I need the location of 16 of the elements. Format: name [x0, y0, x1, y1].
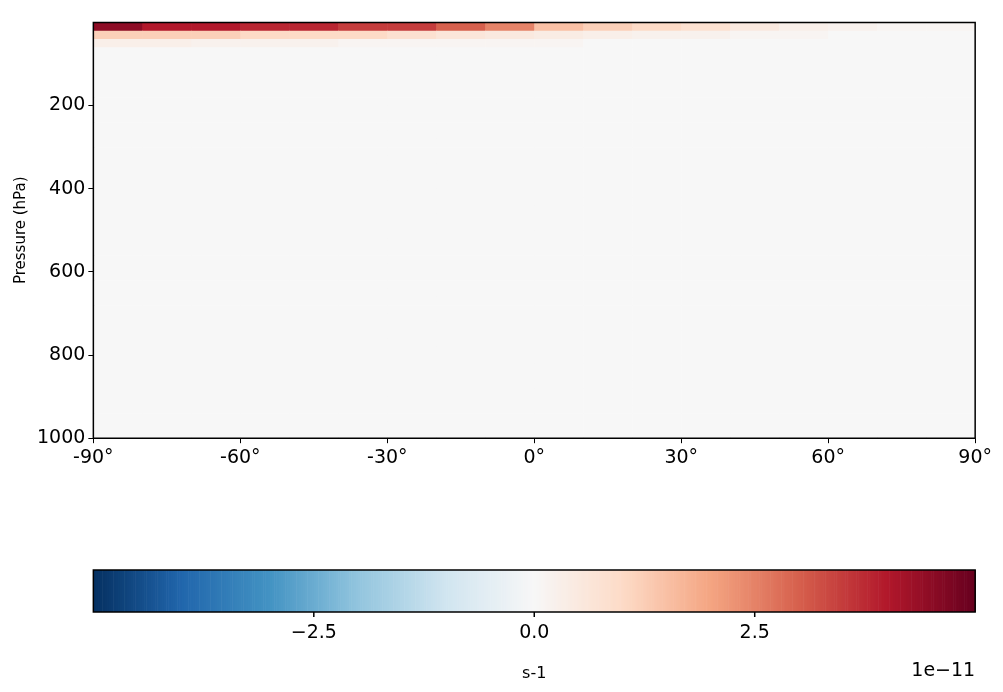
- x-tick-label: 30°: [664, 444, 699, 467]
- x-tick-label: 0°: [523, 444, 546, 467]
- y-tick-label: 800: [49, 341, 86, 364]
- color-bar-title: s-1: [522, 663, 547, 683]
- color-bar-label: −2.5: [290, 620, 337, 643]
- color-bar-label: 2.5: [739, 620, 770, 643]
- y-tick-label: 200: [49, 92, 86, 115]
- x-tick-label: -60°: [220, 444, 261, 467]
- y-tick-label: 600: [49, 258, 86, 281]
- x-tick-label: 60°: [811, 444, 846, 467]
- x-tick-label: -30°: [367, 444, 408, 467]
- x-tick-label: 90°: [958, 444, 993, 467]
- color-bar-label: 0.0: [519, 620, 550, 643]
- y-tick-label: 400: [49, 175, 86, 198]
- y-axis-title: Pressure (hPa): [10, 176, 29, 285]
- text: 1e−11: [911, 658, 976, 681]
